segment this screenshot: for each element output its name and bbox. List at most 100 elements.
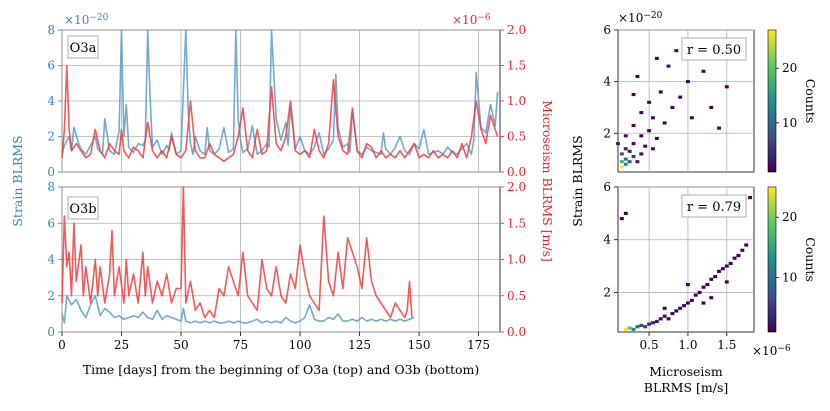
heatmap-cell (639, 323, 644, 327)
x-tick-label: 0 (58, 338, 66, 352)
y-ticks: 2 4 6 (603, 23, 618, 140)
heatmap-cell (697, 290, 702, 295)
y-tick-label: 6 (603, 23, 611, 37)
colorbar-tick-label: 20 (782, 61, 797, 75)
heatmap-cell (635, 160, 640, 164)
heatmap-cell (686, 301, 690, 305)
x-ticks: 0.5 1.0 1.5 (640, 332, 736, 352)
heatmap-cells (616, 38, 729, 169)
strain-series-line (61, 294, 415, 324)
y-axis-label-left: Strain BLRMS (10, 135, 25, 226)
y-tick-label-right: 2.0 (507, 180, 526, 194)
heatmap-cell (619, 152, 624, 156)
microseism-series-line (61, 186, 413, 319)
correlation-annotation: r = 0.50 (687, 43, 741, 58)
panel-label-box: O3b (67, 196, 99, 220)
heatmap-cell (666, 317, 671, 321)
x-tick-label: 75 (233, 338, 248, 352)
heatmap-cell (647, 100, 652, 104)
heatmap-cell (623, 157, 628, 161)
heatmap-cell (647, 129, 652, 133)
x-tick-label: 50 (173, 338, 188, 352)
panel-o3b: 0 2 4 6 8 0.0 0.5 1.0 1.5 2.0 0 25 50 75 100 125 150 17… (47, 180, 526, 377)
heatmap-cell (736, 253, 741, 258)
colorbar-gradient (767, 29, 777, 173)
colorbar-label: Counts (803, 237, 818, 282)
y-axis-label-right: Microseism BLRMS [m/s] (540, 100, 555, 262)
heatmap-cell (748, 195, 753, 200)
colorbar-bottom: 10 20 Counts (767, 186, 818, 333)
grid (618, 186, 754, 332)
heatmap-cell (651, 116, 655, 120)
y-ticks-left: 0 2 4 6 8 (47, 180, 62, 339)
heatmap-cell (639, 134, 644, 138)
heatmap-cell (627, 326, 632, 330)
heatmap-cell (631, 142, 636, 146)
heatmap-cell (627, 149, 632, 153)
panel-label: O3b (69, 202, 96, 217)
heatmap-cell (619, 160, 624, 164)
heatmap-cell (619, 165, 624, 169)
x-tick-label: 175 (467, 338, 490, 352)
y-tick-label-left: 0 (47, 325, 55, 339)
exponent-top: ×10−20 (618, 11, 663, 25)
y-tick-label-left: 6 (47, 59, 55, 73)
y-tick-label: 6 (603, 180, 611, 194)
heatmap-cell (670, 311, 675, 316)
heatmap-cell (623, 327, 628, 331)
heatmap-cell (631, 327, 636, 331)
heatmap-cell (654, 136, 659, 140)
y-tick-label-left: 2 (47, 130, 55, 144)
y-ticks: 2 4 6 (603, 180, 618, 299)
microseism-series-line (61, 64, 499, 163)
heatmap-cell (686, 80, 690, 84)
heatmap-cell (662, 306, 667, 310)
heatmap-cell (740, 248, 745, 252)
y-axis-label-scatter: Strain BLRMS (570, 135, 585, 226)
colorbar-gradient (767, 186, 777, 333)
y-tick-label-right: 1.0 (507, 253, 526, 267)
left-exponent: ×10−20 (64, 13, 109, 27)
heatmap-cell (670, 105, 675, 110)
heatmap-cell (701, 285, 706, 289)
y-tick-label-left: 8 (47, 23, 55, 37)
heatmap-cell (639, 152, 644, 156)
heatmap-cell (619, 217, 624, 221)
heatmap-cell (631, 154, 636, 159)
heatmap-cell (631, 92, 636, 97)
x-axis-label: Time [days] from the beginning of O3a (t… (83, 362, 480, 377)
heatmap-cell (658, 90, 663, 94)
series-lines (61, 29, 499, 163)
heatmap-cell (635, 325, 640, 329)
heatmap-cell (689, 298, 694, 302)
heatmap-cell (647, 322, 652, 326)
x-ticks: 0 25 50 75 100 125 150 175 (58, 332, 490, 352)
heatmap-cell (639, 111, 644, 115)
heatmap-cell (682, 304, 686, 308)
heatmap-cell (643, 144, 648, 148)
heatmap-cell (674, 309, 679, 313)
heatmap-cell (643, 325, 648, 329)
heatmap-cell (686, 282, 690, 287)
heatmap-cell (720, 267, 725, 271)
heatmap-cell (651, 147, 655, 151)
annotation-box: r = 0.50 (681, 37, 747, 61)
heatmap-cell (728, 261, 733, 266)
colorbar-tick-label: 10 (782, 116, 797, 130)
x-tick-label: 1.0 (678, 338, 697, 352)
x-tick-label: 150 (408, 338, 431, 352)
panel-label-box: O3a (67, 35, 99, 59)
correlation-annotation: r = 0.79 (687, 200, 741, 215)
heatmap-cell (724, 280, 729, 284)
heatmap-o3b: 246 0.5 1.0 1.5 r = 0.79 ×10−6 Microseism … (603, 180, 818, 395)
right-exponent: ×10−6 (452, 13, 491, 27)
heatmap-cell (705, 282, 710, 287)
heatmap-cell (635, 74, 640, 79)
x-tick-label: 25 (114, 338, 129, 352)
heatmap-cell (713, 275, 718, 279)
x-tick-label: 100 (289, 338, 312, 352)
y-tick-label-right: 0.5 (507, 289, 526, 303)
heatmap-o3a: 2 4 6 r = 0.50 ×10−20 10 20 Counts (603, 11, 818, 173)
exponent-bottom: ×10−6 (752, 344, 791, 358)
